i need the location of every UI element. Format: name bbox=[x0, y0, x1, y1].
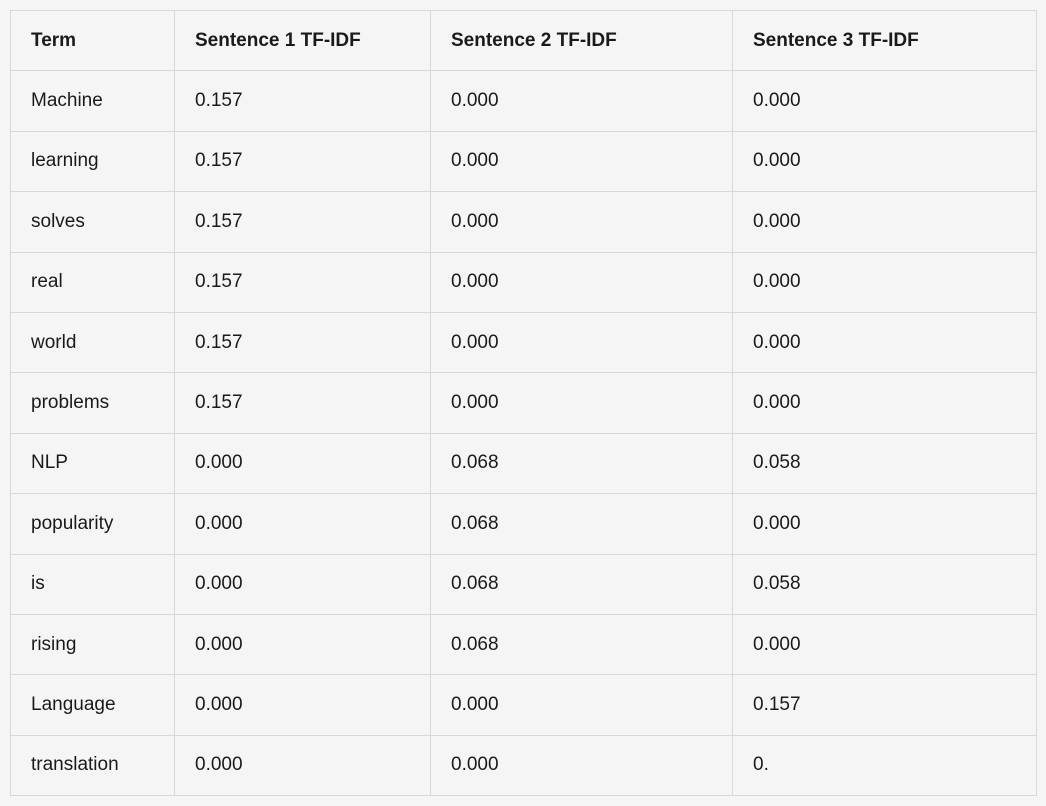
cell-term: problems bbox=[11, 373, 175, 433]
cell-s2: 0.068 bbox=[431, 554, 733, 614]
cell-term: learning bbox=[11, 131, 175, 191]
cell-term: translation bbox=[11, 735, 175, 795]
cell-s1: 0.157 bbox=[175, 373, 431, 433]
table-row: problems 0.157 0.000 0.000 bbox=[11, 373, 1037, 433]
cell-s3: 0.157 bbox=[733, 675, 1037, 735]
table-row: NLP 0.000 0.068 0.058 bbox=[11, 433, 1037, 493]
cell-s1: 0.157 bbox=[175, 252, 431, 312]
table-row: real 0.157 0.000 0.000 bbox=[11, 252, 1037, 312]
cell-s2: 0.000 bbox=[431, 373, 733, 433]
cell-term: is bbox=[11, 554, 175, 614]
table-body: Machine 0.157 0.000 0.000 learning 0.157… bbox=[11, 71, 1037, 796]
cell-s2: 0.000 bbox=[431, 131, 733, 191]
col-header-s1: Sentence 1 TF-IDF bbox=[175, 11, 431, 71]
cell-term: solves bbox=[11, 192, 175, 252]
cell-s1: 0.157 bbox=[175, 312, 431, 372]
table-row: is 0.000 0.068 0.058 bbox=[11, 554, 1037, 614]
cell-s2: 0.000 bbox=[431, 675, 733, 735]
col-header-s3: Sentence 3 TF-IDF bbox=[733, 11, 1037, 71]
cell-s3: 0.058 bbox=[733, 433, 1037, 493]
table-row: learning 0.157 0.000 0.000 bbox=[11, 131, 1037, 191]
cell-term: Machine bbox=[11, 71, 175, 131]
cell-s3: 0.000 bbox=[733, 71, 1037, 131]
table-row: popularity 0.000 0.068 0.000 bbox=[11, 494, 1037, 554]
cell-term: world bbox=[11, 312, 175, 372]
table-row: Language 0.000 0.000 0.157 bbox=[11, 675, 1037, 735]
cell-s3: 0.000 bbox=[733, 252, 1037, 312]
cell-s3: 0.000 bbox=[733, 131, 1037, 191]
cell-s2: 0.068 bbox=[431, 433, 733, 493]
cell-s3: 0.000 bbox=[733, 192, 1037, 252]
cell-s2: 0.000 bbox=[431, 735, 733, 795]
cell-term: NLP bbox=[11, 433, 175, 493]
table-row: translation 0.000 0.000 0. bbox=[11, 735, 1037, 795]
cell-term: Language bbox=[11, 675, 175, 735]
cell-s2: 0.000 bbox=[431, 312, 733, 372]
cell-s2: 0.068 bbox=[431, 494, 733, 554]
cell-s3: 0. bbox=[733, 735, 1037, 795]
cell-s1: 0.000 bbox=[175, 614, 431, 674]
cell-s1: 0.000 bbox=[175, 554, 431, 614]
col-header-term: Term bbox=[11, 11, 175, 71]
cell-term: real bbox=[11, 252, 175, 312]
cell-s3: 0.058 bbox=[733, 554, 1037, 614]
cell-s1: 0.000 bbox=[175, 433, 431, 493]
cell-s3: 0.000 bbox=[733, 312, 1037, 372]
cell-s1: 0.000 bbox=[175, 675, 431, 735]
cell-s1: 0.157 bbox=[175, 131, 431, 191]
cell-s2: 0.000 bbox=[431, 252, 733, 312]
cell-s3: 0.000 bbox=[733, 494, 1037, 554]
cell-s2: 0.000 bbox=[431, 71, 733, 131]
table-row: Machine 0.157 0.000 0.000 bbox=[11, 71, 1037, 131]
cell-s2: 0.000 bbox=[431, 192, 733, 252]
table-head: Term Sentence 1 TF-IDF Sentence 2 TF-IDF… bbox=[11, 11, 1037, 71]
table-row: rising 0.000 0.068 0.000 bbox=[11, 614, 1037, 674]
cell-term: popularity bbox=[11, 494, 175, 554]
header-row: Term Sentence 1 TF-IDF Sentence 2 TF-IDF… bbox=[11, 11, 1037, 71]
table-row: solves 0.157 0.000 0.000 bbox=[11, 192, 1037, 252]
cell-s1: 0.157 bbox=[175, 71, 431, 131]
cell-s1: 0.000 bbox=[175, 735, 431, 795]
table-row: world 0.157 0.000 0.000 bbox=[11, 312, 1037, 372]
cell-s3: 0.000 bbox=[733, 373, 1037, 433]
cell-s1: 0.000 bbox=[175, 494, 431, 554]
col-header-s2: Sentence 2 TF-IDF bbox=[431, 11, 733, 71]
cell-term: rising bbox=[11, 614, 175, 674]
tfidf-table-container: Term Sentence 1 TF-IDF Sentence 2 TF-IDF… bbox=[0, 0, 1046, 806]
cell-s3: 0.000 bbox=[733, 614, 1037, 674]
cell-s2: 0.068 bbox=[431, 614, 733, 674]
cell-s1: 0.157 bbox=[175, 192, 431, 252]
tfidf-table: Term Sentence 1 TF-IDF Sentence 2 TF-IDF… bbox=[10, 10, 1037, 796]
